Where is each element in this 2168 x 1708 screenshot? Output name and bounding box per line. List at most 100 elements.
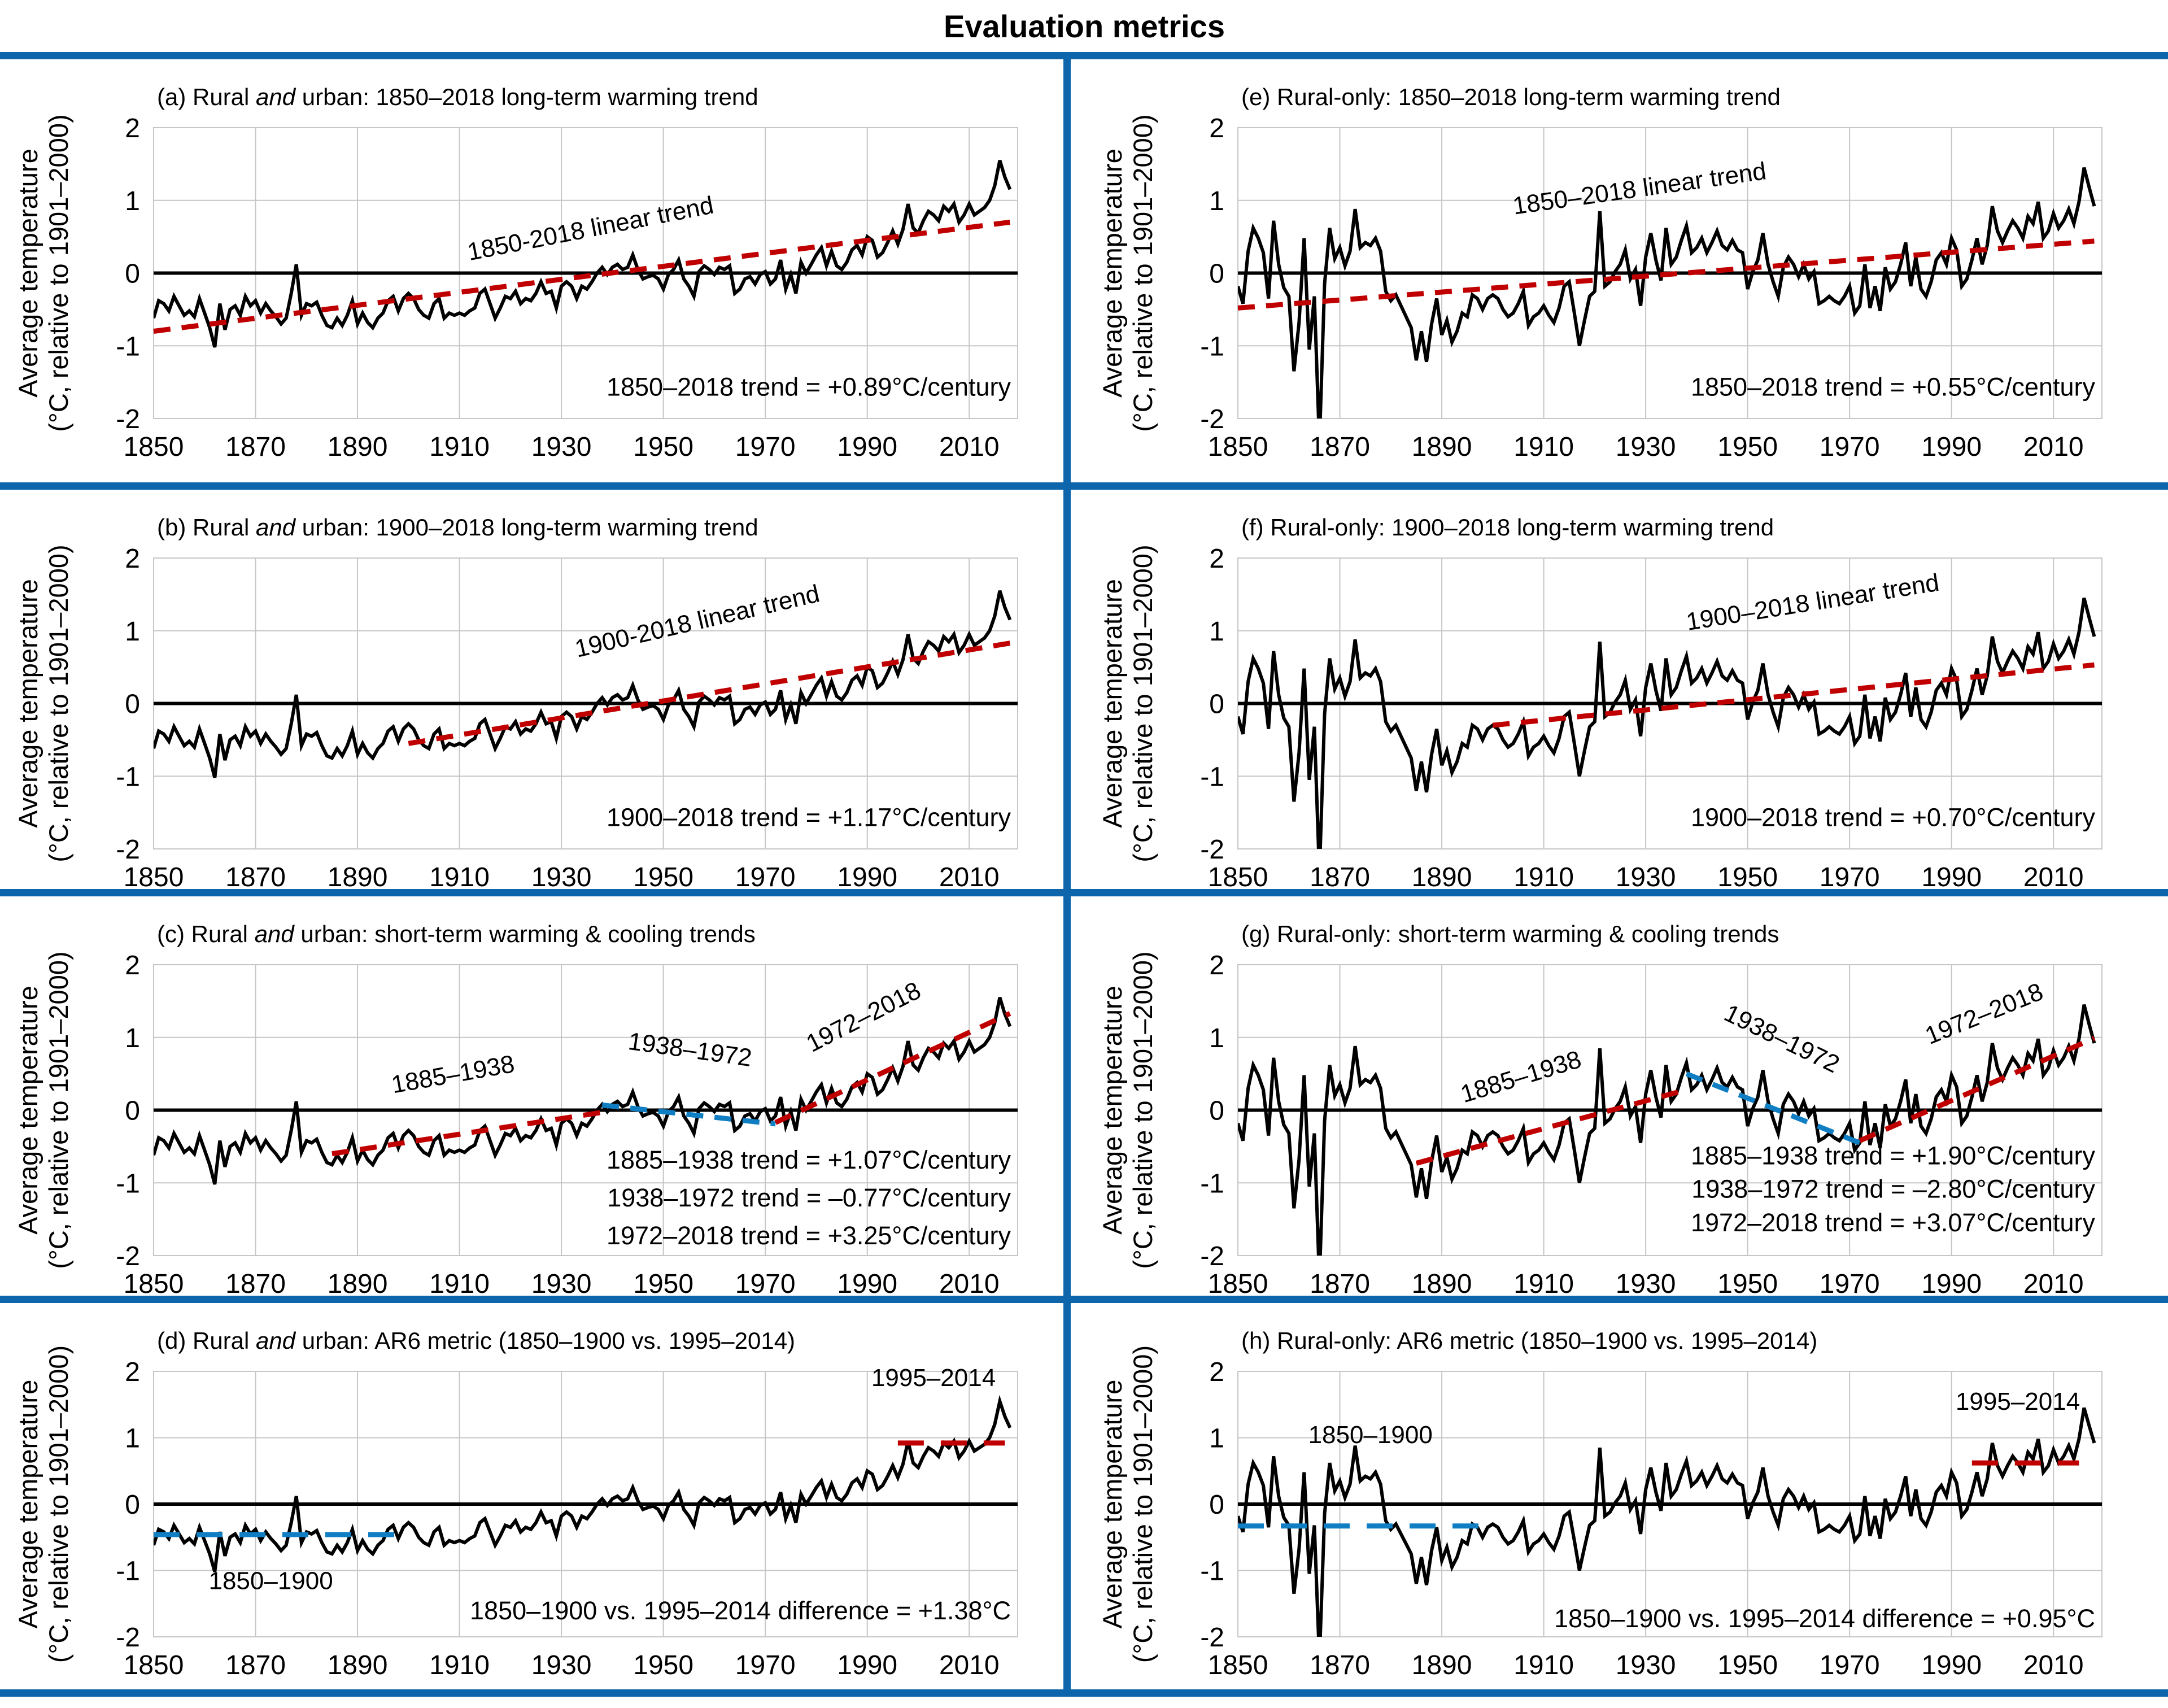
annotation-e-0: 1850–2018 trend = +0.55°C/century xyxy=(1691,372,2096,401)
x-tick-label: 1950 xyxy=(633,1269,693,1299)
y-tick-label: 1 xyxy=(1209,1424,1224,1454)
trend-line-f-0 xyxy=(1492,662,2095,728)
x-tick-label: 1850 xyxy=(1208,862,1268,892)
x-tick-label: 2010 xyxy=(939,432,1000,462)
figure-title: Evaluation metrics xyxy=(944,8,1225,44)
y-tick-label: 2 xyxy=(125,951,140,981)
trend-label-b-0: 1900-2018 linear trend xyxy=(572,580,822,663)
panel-e: 1850–2018 linear trend 1850–2018 trend = … xyxy=(1097,84,2102,462)
trend-label-d-0: 1850–1900 xyxy=(208,1567,333,1594)
y-axis-label-line2: (°C, relative to 1901–2000) xyxy=(1128,544,1158,862)
y-tick-label: -1 xyxy=(116,1557,140,1587)
x-tick-label: 1970 xyxy=(735,1650,796,1680)
y-tick-label: 1 xyxy=(1209,617,1224,647)
y-tick-label: 0 xyxy=(125,690,140,720)
x-tick-label: 1910 xyxy=(429,862,490,892)
annotation-a-0: 1850–2018 trend = +0.89°C/century xyxy=(607,372,1011,401)
series-line-rural-only xyxy=(1238,1004,2096,1256)
y-tick-label: 0 xyxy=(1209,1096,1224,1126)
x-tick-label: 1890 xyxy=(1412,1650,1472,1680)
y-tick-label: -1 xyxy=(1200,332,1224,361)
annotation-d-0: 1850–1900 vs. 1995–2014 difference = +1.… xyxy=(470,1596,1011,1625)
gridlines xyxy=(153,1371,1018,1637)
x-tick-label: 1990 xyxy=(837,1650,897,1680)
separator-horizontal-4 xyxy=(0,1689,2168,1697)
panel-f: 1900–2018 linear trend 1900–2018 trend = … xyxy=(1097,514,2102,892)
x-tick-label: 1930 xyxy=(531,862,592,892)
x-tick-label: 1870 xyxy=(1310,1269,1370,1299)
y-axis-label-line2: (°C, relative to 1901–2000) xyxy=(43,544,73,862)
y-tick-label: 1 xyxy=(125,1023,140,1053)
trend-label-h-0: 1850–1900 xyxy=(1308,1421,1433,1449)
series-line-rural-and-urban xyxy=(154,590,1012,778)
y-tick-label: 0 xyxy=(125,1096,140,1126)
x-tick-label: 1950 xyxy=(1717,862,1778,892)
annotation-h-0: 1850–1900 vs. 1995–2014 difference = +0.… xyxy=(1554,1604,2095,1633)
trend-label-h-1: 1995–2014 xyxy=(1956,1388,2080,1415)
x-tick-label: 1950 xyxy=(1717,432,1778,462)
panel-g: 1885–1938 1938–1972 1972–2018 1885–1938 tre… xyxy=(1097,921,2102,1299)
annotation-f-0: 1900–2018 trend = +0.70°C/century xyxy=(1691,803,2096,831)
trend-line-c-2 xyxy=(774,1011,1011,1125)
trend-line-b-0 xyxy=(408,640,1011,746)
x-tick-label: 1950 xyxy=(633,1650,693,1680)
x-tick-label: 1990 xyxy=(837,1269,897,1299)
y-tick-label: 1 xyxy=(125,186,140,216)
y-tick-label: 2 xyxy=(125,114,140,143)
trend-label-c-0: 1885–1938 xyxy=(389,1050,516,1099)
x-tick-label: 1890 xyxy=(328,432,388,462)
x-tick-label: 1930 xyxy=(531,1650,592,1680)
x-tick-label: 1850 xyxy=(124,432,184,462)
x-tick-label: 1990 xyxy=(1921,862,1982,892)
x-tick-label: 1910 xyxy=(1513,1269,1574,1299)
x-tick-label: 1910 xyxy=(1513,1650,1574,1680)
x-tick-label: 1970 xyxy=(1820,1650,1880,1680)
y-tick-label: 1 xyxy=(125,1424,140,1454)
trend-label-a-0: 1850-2018 linear trend xyxy=(465,191,716,267)
panel-b: 1900-2018 linear trend 1900–2018 trend = … xyxy=(13,514,1018,892)
x-tick-label: 1890 xyxy=(1412,432,1472,462)
x-tick-label: 1930 xyxy=(531,432,592,462)
y-axis-label-line1: Average temperature xyxy=(13,1380,43,1629)
panel-d: 1850–1900 1995–2014 1850–1900 vs. 1995–201… xyxy=(13,1327,1018,1680)
x-tick-label: 1890 xyxy=(1412,862,1472,892)
x-tick-label: 1870 xyxy=(1310,862,1370,892)
separator-vertical-center xyxy=(1063,52,1071,1697)
y-tick-label: 0 xyxy=(1209,1490,1224,1520)
trend-label-g-0: 1885–1938 xyxy=(1458,1045,1585,1108)
y-tick-label: -2 xyxy=(1200,404,1224,434)
panel-title-e: (e) Rural-only: 1850–2018 long-term warm… xyxy=(1241,84,1781,110)
separator-horizontal-1 xyxy=(0,482,2168,490)
y-axis-label-line2: (°C, relative to 1901–2000) xyxy=(43,951,73,1269)
x-tick-label: 1990 xyxy=(837,862,897,892)
annotation-c-2: 1972–2018 trend = +3.25°C/century xyxy=(607,1221,1011,1250)
y-axis-label-line1: Average temperature xyxy=(13,149,43,398)
x-tick-label: 1950 xyxy=(1717,1650,1778,1680)
x-tick-label: 1870 xyxy=(1310,1650,1370,1680)
separator-horizontal-2 xyxy=(0,889,2168,896)
panel-title-a: (a) Rural and urban: 1850–2018 long-term… xyxy=(157,84,758,110)
panel-title-g: (g) Rural-only: short-term warming & coo… xyxy=(1241,921,1779,947)
trend-label-g-2: 1972–2018 xyxy=(1921,978,2047,1050)
x-tick-label: 1850 xyxy=(1208,1650,1268,1680)
y-tick-label: 1 xyxy=(1209,1023,1224,1053)
x-tick-label: 1910 xyxy=(429,1650,490,1680)
y-tick-label: 0 xyxy=(1209,259,1224,289)
y-axis-label-line1: Average temperature xyxy=(1097,579,1127,828)
panel-title-f: (f) Rural-only: 1900–2018 long-term warm… xyxy=(1241,514,1774,541)
y-axis-label-line2: (°C, relative to 1901–2000) xyxy=(43,114,73,432)
x-tick-label: 1930 xyxy=(1616,1269,1676,1299)
x-tick-label: 1850 xyxy=(1208,432,1268,462)
x-tick-label: 1970 xyxy=(1820,1269,1880,1299)
x-tick-label: 1990 xyxy=(837,432,897,462)
x-tick-label: 1970 xyxy=(1820,432,1880,462)
x-tick-label: 1950 xyxy=(633,862,693,892)
y-tick-label: 2 xyxy=(1209,951,1224,981)
x-tick-label: 2010 xyxy=(939,862,1000,892)
x-tick-label: 1990 xyxy=(1921,432,1982,462)
y-tick-label: 1 xyxy=(1209,186,1224,216)
y-tick-label: -1 xyxy=(1200,1169,1224,1199)
x-tick-label: 1970 xyxy=(1820,862,1880,892)
